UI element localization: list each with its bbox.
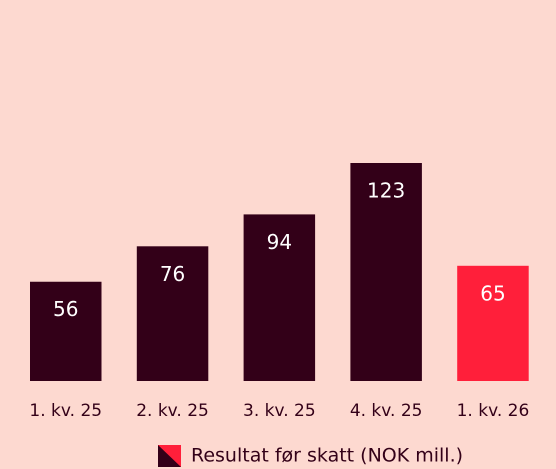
- bar: [30, 281, 102, 381]
- x-tick-label: 4. kv. 25: [350, 401, 423, 421]
- x-tick-label: 1. kv. 26: [457, 401, 530, 421]
- x-tick-label: 2. kv. 25: [136, 401, 209, 421]
- x-tick-label: 3. kv. 25: [243, 401, 316, 421]
- value-label: 76: [160, 262, 185, 286]
- bar: [243, 214, 316, 381]
- bar: [457, 265, 529, 381]
- value-label: 56: [53, 297, 78, 321]
- x-tick-label: 1. kv. 25: [29, 401, 102, 421]
- legend-swatch: [158, 445, 181, 467]
- bar: [136, 246, 209, 381]
- bar: [350, 163, 422, 381]
- value-label: 65: [480, 281, 505, 305]
- value-label: 94: [267, 230, 292, 254]
- value-label: 123: [367, 179, 405, 203]
- legend-label: Resultat før skatt (NOK mill.): [191, 445, 463, 467]
